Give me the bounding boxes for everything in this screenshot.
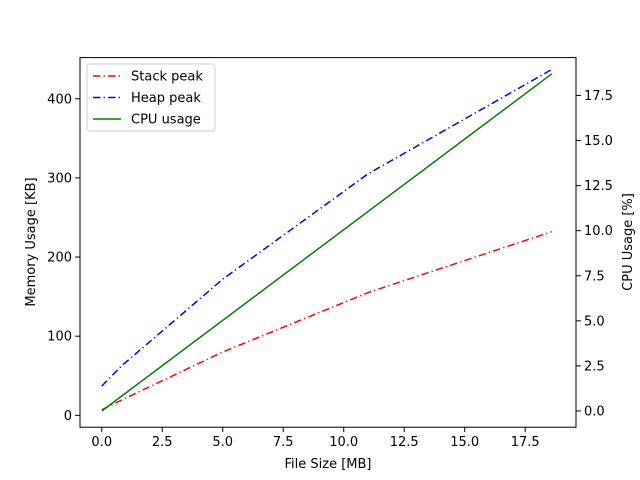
x-axis: 0.0 2.5 5.0 7.5 10.0 12.5 15.0 17.5	[91, 427, 540, 450]
y-left-tick-label: 100	[47, 330, 72, 345]
y-right-tick-label: 7.5	[584, 269, 605, 284]
y-right-tick-label: 12.5	[584, 179, 613, 194]
series-layer	[101, 68, 553, 412]
x-tick-label: 10.0	[329, 435, 358, 450]
x-tick-label: 2.5	[152, 435, 173, 450]
x-tick-label: 12.5	[390, 435, 419, 450]
series-line-heap-peak	[101, 68, 553, 387]
legend-label: CPU usage	[131, 113, 201, 128]
y-left-tick-label: 300	[47, 171, 72, 186]
y-right-tick-label: 5.0	[584, 314, 605, 329]
legend-label: Heap peak	[131, 91, 201, 106]
y-left-tick-label: 200	[47, 251, 72, 266]
legend: Stack peak Heap peak CPU usage	[86, 63, 216, 132]
plot-frame	[79, 57, 577, 428]
series-line-cpu-usage	[101, 73, 553, 412]
y-right-tick-label: 10.0	[584, 224, 613, 239]
y-left-tick-label: 400	[47, 92, 72, 107]
x-axis-label: File Size [MB]	[285, 457, 372, 472]
y-axis-left-label: Memory Usage [KB]	[24, 177, 39, 306]
x-tick-label: 15.0	[450, 435, 479, 450]
x-tick-label: 0.0	[91, 435, 112, 450]
y-axis-right-label: CPU Usage [%]	[621, 193, 636, 291]
x-tick-label: 7.5	[273, 435, 294, 450]
y-left-tick-label: 0	[64, 409, 72, 424]
y-right-tick-label: 17.5	[584, 89, 613, 104]
y-right-tick-label: 2.5	[584, 359, 605, 374]
legend-label: Stack peak	[131, 70, 203, 85]
y-axis-left: 0 100 200 300 400	[47, 92, 80, 424]
y-right-tick-label: 15.0	[584, 134, 613, 149]
x-tick-label: 5.0	[212, 435, 233, 450]
legend-box	[86, 63, 216, 132]
x-tick-label: 17.5	[511, 435, 540, 450]
series-line-stack-peak	[101, 231, 553, 411]
y-axis-right: 0.0 2.5 5.0 7.5 10.0 12.5 15.0 17.5	[576, 89, 613, 419]
y-right-tick-label: 0.0	[584, 404, 605, 419]
